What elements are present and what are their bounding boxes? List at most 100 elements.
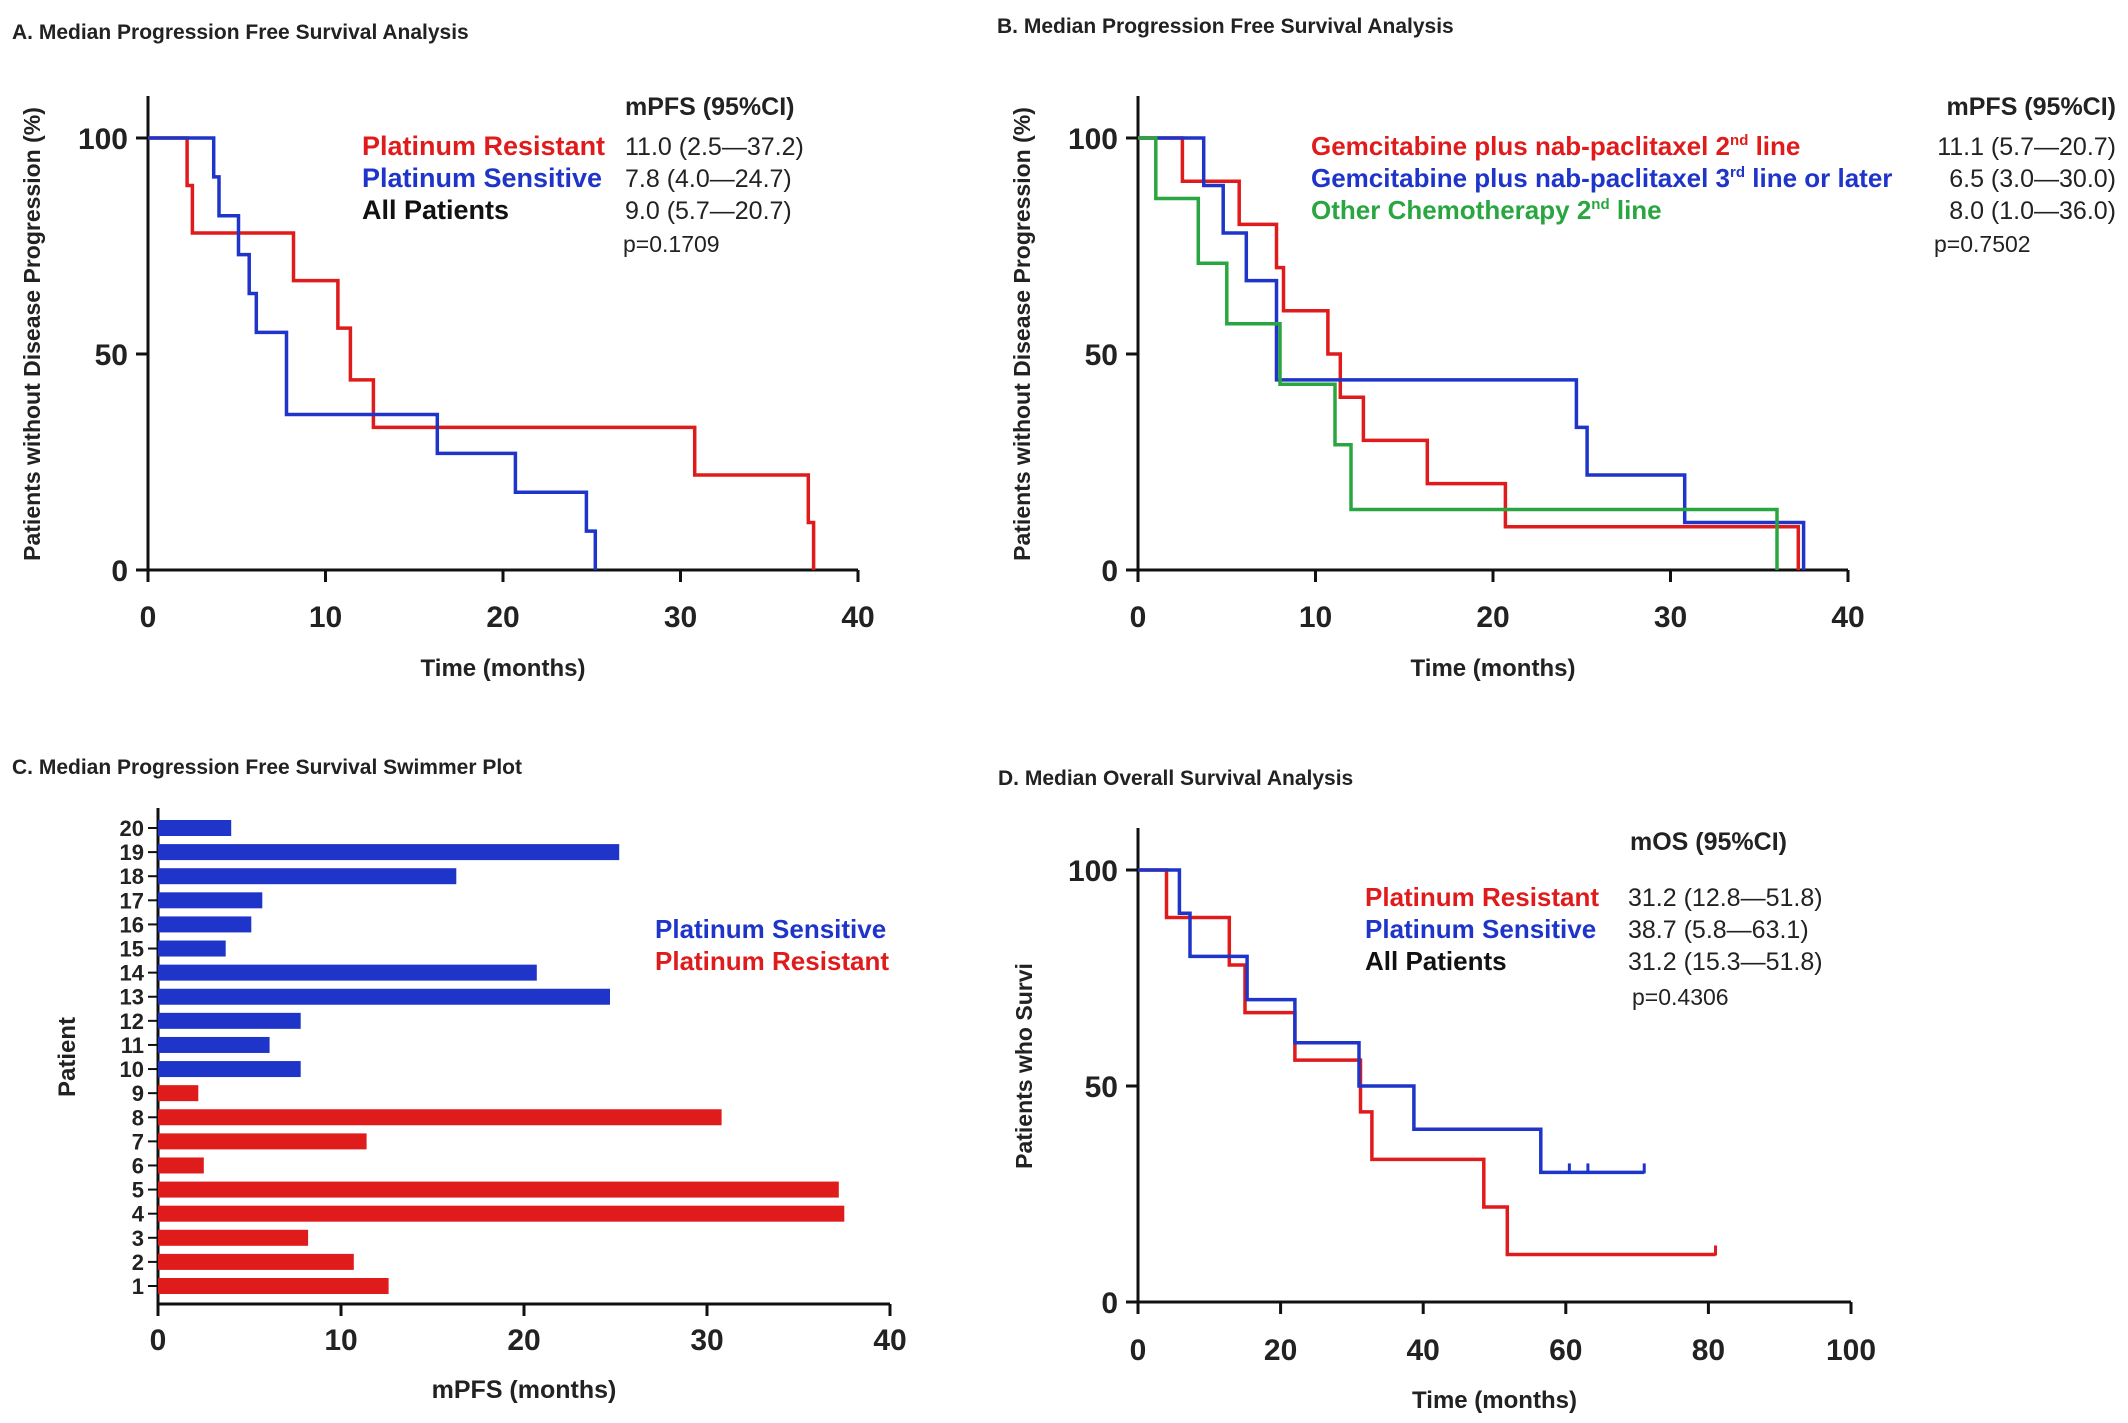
legend-label: Other Chemotherapy 2nd line (1311, 195, 1662, 225)
legend-label-tail: line (1610, 195, 1662, 225)
y-tick-label: 4 (132, 1202, 145, 1227)
y-tick-label: 5 (132, 1178, 144, 1203)
y-tick-label: 14 (120, 961, 145, 986)
y-tick-label: 8 (132, 1105, 144, 1130)
legend-label: Platinum Resistant (362, 131, 605, 161)
legend-value: 9.0 (5.7—20.7) (625, 197, 792, 225)
y-tick-label: 100 (1068, 123, 1118, 156)
legend-label: Platinum Resistant (655, 946, 889, 976)
legend-label-text: Gemcitabine plus nab-paclitaxel 2 (1311, 131, 1730, 161)
km-curve-blue (1138, 868, 1645, 1175)
y-tick-label: 16 (120, 912, 144, 937)
y-tick-label: 50 (95, 339, 128, 372)
y-tick-label: 0 (111, 555, 128, 588)
km-curve-red (1138, 136, 1801, 570)
y-tick-label: 10 (120, 1057, 144, 1082)
legend-label-sup: nd (1730, 132, 1748, 149)
y-axis-label: Patients without Disease Progression (%) (1009, 107, 1035, 561)
swimmer-bar (158, 1133, 367, 1150)
p-value: p=0.4306 (1632, 984, 1729, 1010)
x-tick-label: 20 (1476, 601, 1509, 634)
legend-label: Platinum Resistant (1365, 882, 1599, 912)
x-tick-label: 10 (324, 1324, 357, 1357)
x-tick-label: 10 (309, 601, 342, 634)
x-axis-label: mPFS (months) (432, 1376, 617, 1404)
swimmer-bar (158, 844, 620, 861)
swimmer-bar (158, 1229, 309, 1246)
y-tick-label: 17 (120, 888, 144, 913)
x-tick-label: 40 (1407, 1334, 1440, 1367)
y-tick-label: 13 (120, 985, 144, 1010)
y-axis-label: Patients without Disease Progression (%) (19, 107, 45, 561)
swimmer-bar (158, 964, 537, 981)
legend-label: Platinum Sensitive (362, 163, 602, 193)
swimmer-bar (158, 1061, 301, 1078)
panel-c-title: C. Median Progression Free Survival Swim… (12, 756, 522, 779)
y-tick-label: 18 (120, 864, 144, 889)
y-tick-label: 19 (120, 840, 144, 865)
swimmer-bar (158, 868, 457, 885)
swimmer-bar (158, 916, 252, 933)
x-tick-label: 30 (690, 1324, 723, 1357)
panel-a-title: A. Median Progression Free Survival Anal… (12, 21, 469, 44)
km-curve-red (1138, 868, 1716, 1257)
x-tick-label: 80 (1692, 1334, 1725, 1367)
y-tick-label: 0 (1101, 555, 1118, 588)
swimmer-bar (158, 1036, 270, 1053)
swimmer-bar (158, 1109, 722, 1126)
km-curve-green (1138, 136, 1779, 570)
swimmer-bar (158, 820, 232, 836)
swimmer-bar (158, 988, 610, 1005)
km-curve-blue (148, 136, 598, 570)
legend-label-text: Other Chemotherapy 2 (1311, 195, 1591, 225)
x-tick-label: 40 (1831, 601, 1864, 634)
x-axis-label: Time (months) (421, 655, 586, 682)
chart-a: 0 10 20 30 40 0 50 100 Time (months) Patients wit… (19, 93, 875, 682)
swimmer-bar (158, 1085, 199, 1102)
legend-label: All Patients (362, 195, 509, 225)
x-tick-label: 0 (1130, 1334, 1147, 1367)
panel-b-title: B. Median Progression Free Survival Anal… (997, 15, 1454, 38)
legend-label: All Patients (1365, 946, 1507, 976)
y-tick-label: 100 (78, 123, 128, 156)
y-tick-label: 50 (1085, 1071, 1118, 1104)
legend-value: 38.7 (5.8—63.1) (1628, 916, 1809, 944)
legend-header: mPFS (95%CI) (1947, 93, 2116, 121)
y-tick-label: 1 (132, 1274, 144, 1299)
x-axis-label: Time (months) (1412, 1387, 1577, 1414)
legend-label: Platinum Sensitive (1365, 914, 1596, 944)
x-tick-label: 20 (486, 601, 519, 634)
y-tick-label: 50 (1085, 339, 1118, 372)
x-tick-label: 30 (1654, 601, 1687, 634)
p-value: p=0.1709 (623, 231, 720, 257)
x-tick-label: 20 (507, 1324, 540, 1357)
x-tick-label: 60 (1549, 1334, 1582, 1367)
x-axis-label: Time (months) (1411, 655, 1576, 682)
legend-label-tail: line (1748, 131, 1800, 161)
y-tick-label: 20 (120, 816, 144, 841)
y-tick-label: 15 (120, 937, 144, 962)
y-tick-label: 100 (1068, 855, 1118, 888)
swimmer-bar (158, 1181, 839, 1198)
legend-value: 8.0 (1.0—36.0) (1949, 197, 2116, 225)
x-tick-label: 20 (1264, 1334, 1297, 1367)
y-axis-label: Patients who Survi (1011, 963, 1037, 1169)
y-tick-label: 6 (132, 1153, 144, 1178)
y-tick-label: 3 (132, 1226, 144, 1251)
legend-value: 11.1 (5.7—20.7) (1937, 133, 2116, 161)
legend-value: 31.2 (15.3—51.8) (1628, 948, 1823, 976)
legend-value: 6.5 (3.0—30.0) (1949, 165, 2116, 193)
legend-label-sup: nd (1591, 196, 1609, 213)
swimmer-bar (158, 1157, 204, 1174)
x-tick-label: 40 (873, 1324, 906, 1357)
legend-value: 31.2 (12.8—51.8) (1628, 884, 1823, 912)
legend-header: mOS (95%CI) (1630, 828, 1787, 856)
swimmer-bar (158, 940, 226, 957)
legend-label-text: Gemcitabine plus nab-paclitaxel 3 (1311, 163, 1730, 193)
y-tick-label: 9 (132, 1081, 144, 1106)
legend-label-sup: rd (1730, 164, 1745, 181)
x-tick-label: 100 (1826, 1334, 1876, 1367)
p-value: p=0.7502 (1934, 231, 2031, 257)
